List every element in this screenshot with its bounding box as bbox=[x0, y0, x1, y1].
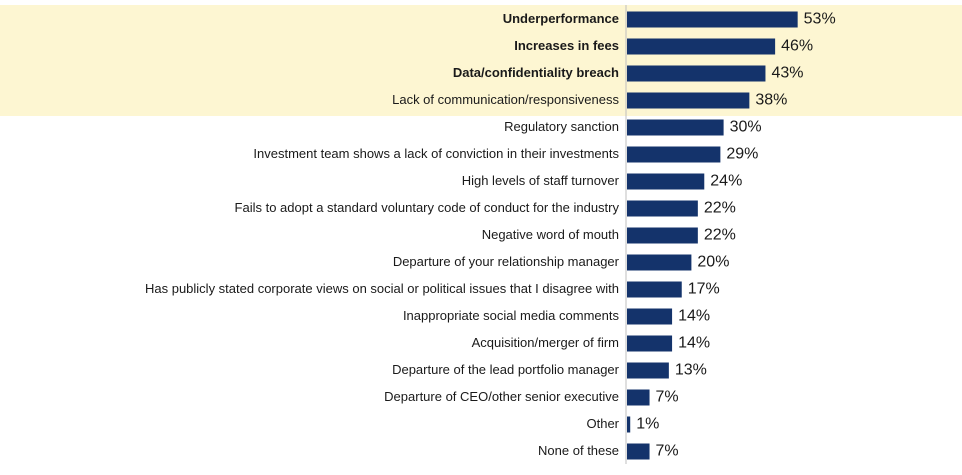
bar bbox=[627, 281, 682, 298]
category-label: Fails to adopt a standard voluntary code… bbox=[235, 200, 620, 215]
category-label: Departure of the lead portfolio manager bbox=[392, 362, 620, 377]
value-label: 30% bbox=[730, 119, 762, 136]
value-label: 14% bbox=[678, 308, 710, 325]
bar bbox=[627, 92, 750, 109]
bar bbox=[627, 173, 705, 190]
category-label: Other bbox=[586, 416, 619, 431]
category-label: None of these bbox=[538, 443, 619, 458]
category-label: Investment team shows a lack of convicti… bbox=[253, 146, 619, 161]
value-label: 22% bbox=[704, 200, 736, 217]
category-label: Negative word of mouth bbox=[482, 227, 619, 242]
value-label: 7% bbox=[656, 443, 679, 460]
value-label: 24% bbox=[710, 173, 742, 190]
value-label: 46% bbox=[781, 38, 813, 55]
value-label: 1% bbox=[636, 416, 659, 433]
bar bbox=[627, 254, 692, 271]
category-label: Regulatory sanction bbox=[504, 119, 619, 134]
category-label: Data/confidentiality breach bbox=[453, 65, 619, 80]
bar bbox=[627, 389, 650, 406]
bar bbox=[627, 65, 766, 82]
value-label: 22% bbox=[704, 227, 736, 244]
value-label: 43% bbox=[771, 65, 803, 82]
value-label: 20% bbox=[697, 254, 729, 271]
bar bbox=[627, 11, 798, 28]
bar bbox=[627, 362, 669, 379]
bar bbox=[627, 38, 776, 55]
category-label: Inappropriate social media comments bbox=[403, 308, 620, 323]
bar bbox=[627, 335, 673, 352]
bar bbox=[627, 146, 721, 163]
highlight-band bbox=[0, 5, 962, 116]
category-label: Increases in fees bbox=[514, 38, 619, 53]
bar bbox=[627, 443, 650, 460]
category-label: Has publicly stated corporate views on s… bbox=[145, 281, 619, 296]
value-label: 17% bbox=[688, 281, 720, 298]
bar bbox=[627, 416, 631, 433]
value-label: 38% bbox=[755, 92, 787, 109]
category-label: Acquisition/merger of firm bbox=[472, 335, 619, 350]
value-label: 53% bbox=[804, 11, 836, 28]
category-label: Lack of communication/responsiveness bbox=[392, 92, 619, 107]
category-label: Departure of CEO/other senior executive bbox=[384, 389, 619, 404]
bar bbox=[627, 308, 673, 325]
category-label: High levels of staff turnover bbox=[462, 173, 620, 188]
bar bbox=[627, 119, 724, 136]
value-label: 7% bbox=[656, 389, 679, 406]
value-label: 14% bbox=[678, 335, 710, 352]
bar bbox=[627, 200, 698, 217]
value-label: 13% bbox=[675, 362, 707, 379]
category-label: Underperformance bbox=[503, 11, 619, 26]
value-label: 29% bbox=[726, 146, 758, 163]
bar bbox=[627, 227, 698, 244]
category-label: Departure of your relationship manager bbox=[393, 254, 620, 269]
